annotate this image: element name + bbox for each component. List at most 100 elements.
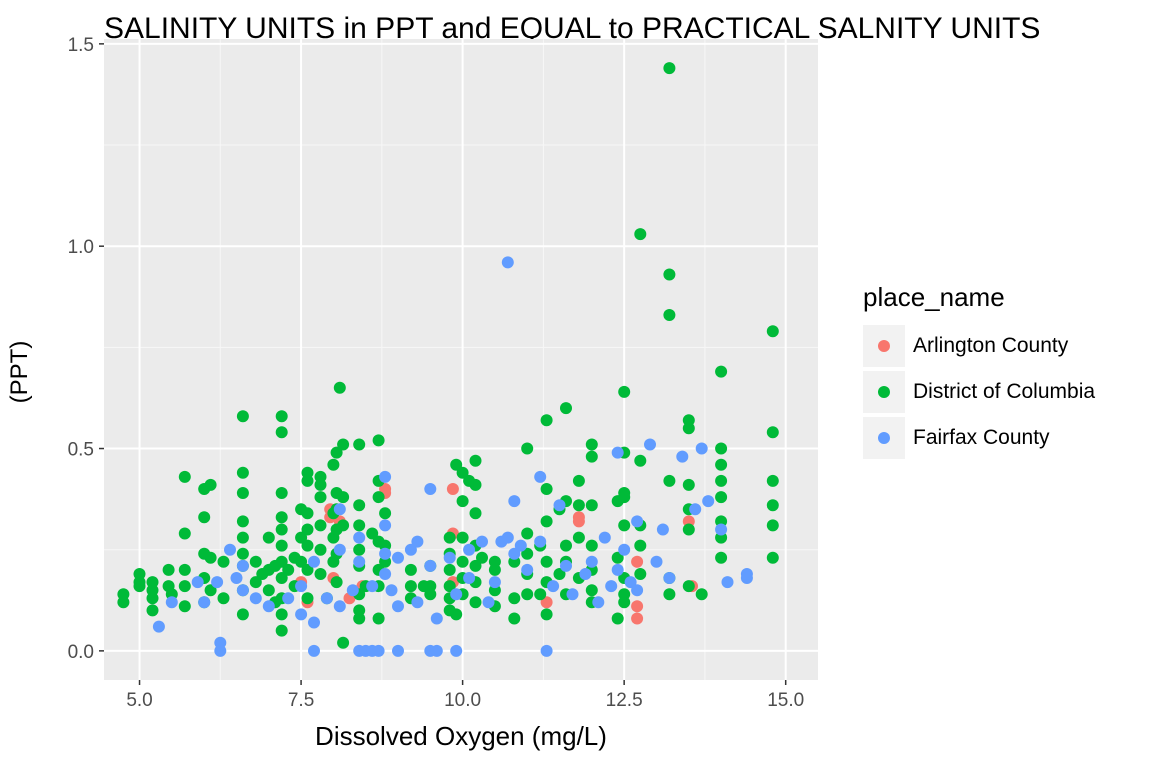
data-point: [450, 608, 463, 621]
data-point: [178, 600, 191, 613]
data-point: [508, 612, 521, 625]
legend-label: Arlington County: [913, 334, 1069, 357]
data-point: [327, 458, 340, 471]
data-point: [404, 543, 417, 556]
data-point: [379, 470, 392, 483]
data-point: [560, 559, 572, 572]
legend-dot-district-of-columbia: [878, 386, 890, 398]
data-point: [353, 612, 366, 625]
data-point: [482, 596, 495, 609]
data-point: [275, 624, 288, 637]
data-point: [766, 551, 779, 564]
data-point: [230, 572, 243, 584]
data-point: [337, 438, 350, 451]
data-point: [631, 515, 644, 528]
data-point: [275, 539, 288, 552]
data-point: [534, 470, 547, 483]
data-point: [424, 588, 437, 601]
data-point: [566, 588, 579, 601]
data-point: [446, 483, 459, 495]
data-point: [275, 523, 288, 536]
data-point: [353, 499, 366, 512]
y-tick-label: 1.5: [68, 35, 94, 56]
data-point: [178, 563, 191, 576]
data-point: [236, 547, 249, 560]
data-point: [333, 381, 346, 394]
data-point: [301, 507, 314, 520]
data-point: [133, 580, 146, 593]
data-point: [450, 644, 463, 657]
data-point: [301, 474, 314, 487]
data-point: [766, 499, 779, 512]
data-point: [715, 365, 728, 378]
data-point: [295, 580, 308, 593]
data-point: [204, 551, 217, 564]
data-point: [366, 527, 379, 540]
data-point: [330, 446, 343, 459]
data-point: [766, 474, 779, 487]
data-point: [443, 580, 456, 593]
data-point: [611, 446, 624, 459]
data-point: [456, 531, 469, 544]
data-point: [540, 644, 553, 657]
data-point: [585, 555, 598, 568]
data-point: [275, 555, 288, 568]
data-point: [379, 507, 392, 520]
x-tick-label: 15.0: [767, 690, 804, 710]
data-point: [372, 434, 385, 447]
plot-panel: [104, 39, 818, 680]
data-point: [146, 604, 159, 617]
legend-item-arlington: Arlington County: [863, 323, 1095, 369]
data-point: [456, 466, 469, 479]
data-point: [301, 539, 314, 552]
data-point: [301, 523, 314, 536]
data-point: [618, 596, 631, 609]
legend-dot-arlington: [878, 340, 890, 352]
data-point: [411, 596, 424, 609]
data-point: [540, 608, 553, 621]
data-point: [469, 507, 482, 520]
data-point: [249, 555, 262, 568]
data-point: [314, 478, 327, 491]
data-point: [411, 535, 424, 548]
data-point: [198, 511, 211, 524]
data-point: [469, 559, 482, 572]
data-point: [611, 563, 624, 576]
data-point: [624, 576, 637, 589]
data-point: [618, 543, 631, 556]
data-point: [275, 511, 288, 524]
data-point: [476, 551, 488, 564]
data-point: [682, 580, 695, 593]
data-point: [262, 600, 275, 613]
data-point: [695, 442, 708, 455]
data-point: [404, 563, 417, 576]
data-point: [404, 580, 417, 593]
data-point: [353, 531, 366, 544]
data-point: [379, 547, 392, 560]
data-point: [146, 576, 159, 589]
data-point: [262, 531, 275, 544]
data-point: [598, 531, 611, 544]
data-point: [540, 596, 553, 609]
data-point: [191, 576, 204, 589]
x-tick-label: 12.5: [606, 690, 643, 710]
data-point: [337, 636, 350, 649]
data-point: [715, 442, 728, 455]
data-point: [656, 523, 669, 536]
data-point: [488, 576, 501, 589]
data-point: [521, 442, 534, 455]
data-point: [379, 519, 392, 532]
data-point: [585, 450, 598, 463]
data-point: [463, 543, 476, 556]
data-point: [443, 551, 456, 564]
data-point: [663, 309, 676, 321]
data-point: [469, 478, 482, 491]
legend-key: [863, 417, 905, 459]
data-point: [372, 612, 385, 625]
data-point: [715, 551, 728, 564]
data-point: [618, 519, 631, 532]
x-tick-label: 7.5: [288, 690, 314, 710]
data-point: [534, 588, 547, 601]
data-point: [333, 543, 346, 556]
data-point: [501, 256, 514, 269]
